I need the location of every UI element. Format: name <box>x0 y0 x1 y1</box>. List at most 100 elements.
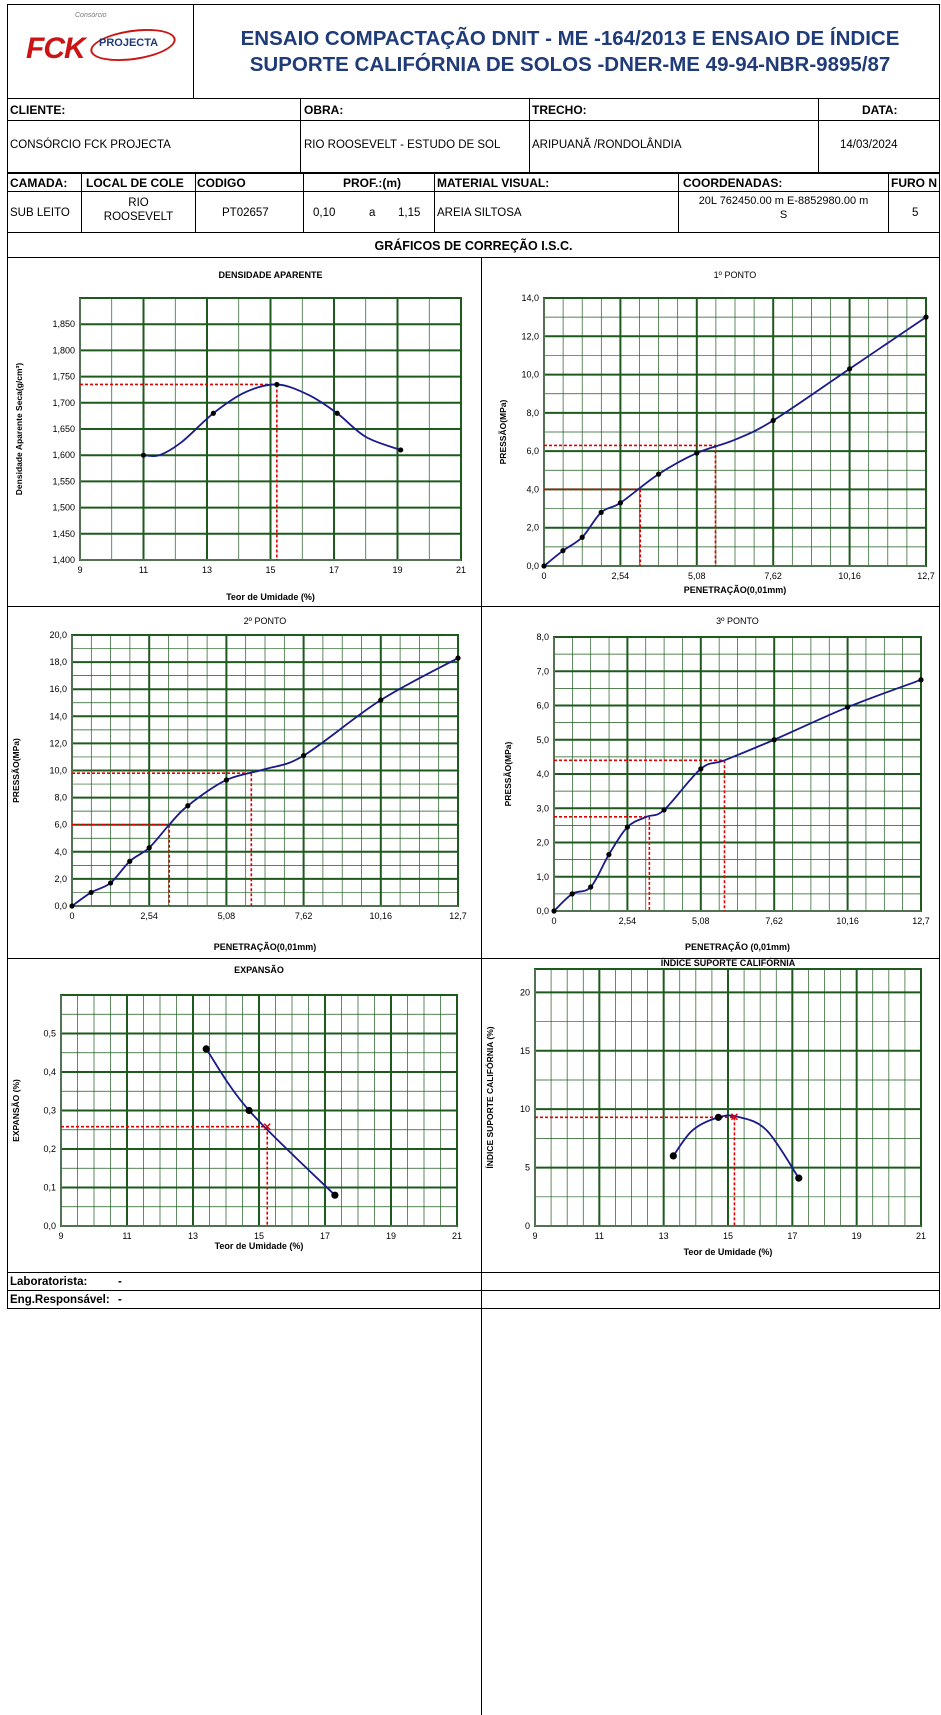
chart-title: ÍNDICE SUPORTE CALIFÓRNIA <box>661 957 796 968</box>
info-line <box>7 191 940 192</box>
y-tick-label: 4,0 <box>54 847 67 857</box>
x-tick-label: 11 <box>122 1231 131 1241</box>
chart-title: 3º PONTO <box>716 616 759 626</box>
x-tick-label: 15 <box>723 1231 733 1241</box>
logo-projecta-text: PROJECTA <box>99 37 159 49</box>
coord-value-line-2: S <box>779 209 788 221</box>
y-tick-label: 0,2 <box>43 1144 56 1154</box>
data-point <box>918 677 924 683</box>
prof-from: 0,10 <box>313 207 336 219</box>
data-point <box>146 845 152 851</box>
section-title: GRÁFICOS DE CORREÇÃO I.S.C. <box>374 239 573 253</box>
y-tick-label: 8,0 <box>526 408 539 418</box>
y-tick-label: 1,850 <box>52 319 75 329</box>
y-tick-label: 0 <box>525 1221 530 1231</box>
x-tick-label: 13 <box>202 565 212 575</box>
data-point <box>694 450 700 456</box>
data-point <box>579 534 585 540</box>
x-tick-label: 19 <box>852 1231 862 1241</box>
x-axis-label: Teor de Umidade (%) <box>684 1247 773 1257</box>
page-title: ENSAIO COMPACTAÇÃO DNIT - ME -164/2013 E… <box>200 26 940 78</box>
x-tick-label: 9 <box>58 1231 63 1241</box>
page-frame <box>7 4 940 1309</box>
y-axis-label: ÍNDICE SUPORTE CALIFÓRNIA (%) <box>484 1026 495 1168</box>
data-point <box>669 1152 677 1160</box>
y-tick-label: 1,700 <box>52 398 75 408</box>
chart-ponto1: 0 2,54 5,08 7,62 10,16 12,7 0,0 2,0 4,0 6,0 8,0 10,… <box>498 270 935 595</box>
info-col-line <box>678 172 679 232</box>
data-curve <box>672 1114 800 1179</box>
data-point <box>923 314 929 320</box>
info-line <box>7 172 940 174</box>
furo-value: 5 <box>912 207 919 219</box>
prof-to: 1,15 <box>398 207 421 219</box>
chart-densidade: 9 11 13 15 17 19 21 1,400 1,450 1,500 1,550 1,600 1,… <box>14 270 466 602</box>
info-line <box>7 257 940 258</box>
x-tick-label: 13 <box>188 1231 198 1241</box>
camada-label: CAMADA: <box>10 176 68 190</box>
data-point <box>127 858 133 864</box>
y-tick-label: 1,550 <box>52 476 75 486</box>
y-tick-label: 10 <box>520 1104 530 1114</box>
data-point <box>661 807 667 813</box>
panel-divider <box>7 1272 940 1273</box>
data-point <box>847 366 853 372</box>
x-axis-label: PENETRAÇÃO(0,01mm) <box>684 585 787 595</box>
x-tick-label: 13 <box>659 1231 669 1241</box>
data-point <box>398 447 404 453</box>
y-tick-label: 0,0 <box>526 561 539 571</box>
title-line-2: SUPORTE CALIFÓRNIA DE SOLOS -DNER-ME 49-… <box>249 53 891 76</box>
y-tick-label: 14,0 <box>49 711 67 721</box>
x-axis-label: PENETRAÇÃO (0,01mm) <box>685 942 790 952</box>
y-tick-label: 0,0 <box>536 906 549 916</box>
x-tick-label: 0 <box>541 571 546 581</box>
x-axis-label: Teor de Umidade (%) <box>226 592 315 602</box>
x-tick-label: 9 <box>77 565 82 575</box>
chart-expansao: 9 11 13 15 17 19 21 0,0 0,1 0,2 0,3 0,4 0,5 EXPANSÃO T… <box>11 965 462 1251</box>
y-tick-label: 4,0 <box>526 484 539 494</box>
x-tick-label: 12,7 <box>912 916 930 926</box>
x-tick-label: 10,16 <box>838 571 861 581</box>
laboratorista-value: - <box>118 1276 122 1288</box>
data-point <box>378 697 384 703</box>
y-tick-label: 16,0 <box>49 684 67 694</box>
x-axis-label: PENETRAÇÃO(0,01mm) <box>214 942 317 952</box>
data-point <box>202 1045 210 1053</box>
x-tick-label: 21 <box>456 565 466 575</box>
data-point <box>588 884 594 890</box>
y-tick-label: 20,0 <box>49 630 67 640</box>
data-point <box>69 903 75 909</box>
y-tick-label: 15 <box>520 1046 530 1056</box>
y-tick-label: 12,0 <box>49 738 67 748</box>
data-point <box>245 1106 253 1115</box>
logo-consorcio-text: Consórcio <box>75 12 107 19</box>
data-point <box>185 803 191 809</box>
x-tick-label: 10,16 <box>370 911 393 921</box>
title-line-1: ENSAIO COMPACTAÇÃO DNIT - ME -164/2013 E… <box>240 27 900 50</box>
info-col-line <box>300 98 301 172</box>
y-tick-label: 2,0 <box>54 874 67 884</box>
material-label: MATERIAL VISUAL: <box>437 176 550 190</box>
y-tick-label: 0,0 <box>43 1221 56 1231</box>
x-tick-label: 7,62 <box>295 911 313 921</box>
data-point <box>88 889 94 896</box>
chart-ponto2: 0 2,54 5,08 7,62 10,16 12,7 0,0 2,0 4,0 6,0 8,0 10,… <box>11 616 467 952</box>
data-label: DATA: <box>862 103 898 117</box>
local-value-line-1: RIO <box>128 197 149 209</box>
x-tick-label: 15 <box>265 565 275 575</box>
y-tick-label: 2,0 <box>536 838 549 848</box>
obra-value: RIO ROOSEVELT - ESTUDO DE SOL <box>304 139 501 151</box>
info-line <box>7 232 940 233</box>
y-tick-label: 8,0 <box>54 793 67 803</box>
data-point <box>569 891 575 897</box>
data-point <box>223 777 229 783</box>
furo-label: FURO N <box>891 176 937 190</box>
y-tick-label: 0,1 <box>43 1183 56 1193</box>
logo-fck-text: FCK <box>26 32 86 65</box>
y-axis-label: PRESSÃO(MPa) <box>498 399 508 464</box>
codigo-label: CODIGO <box>197 176 246 190</box>
data-point <box>617 500 624 506</box>
y-tick-label: 7,0 <box>536 666 549 676</box>
y-tick-label: 1,800 <box>52 345 75 355</box>
x-tick-label: 17 <box>329 565 339 575</box>
